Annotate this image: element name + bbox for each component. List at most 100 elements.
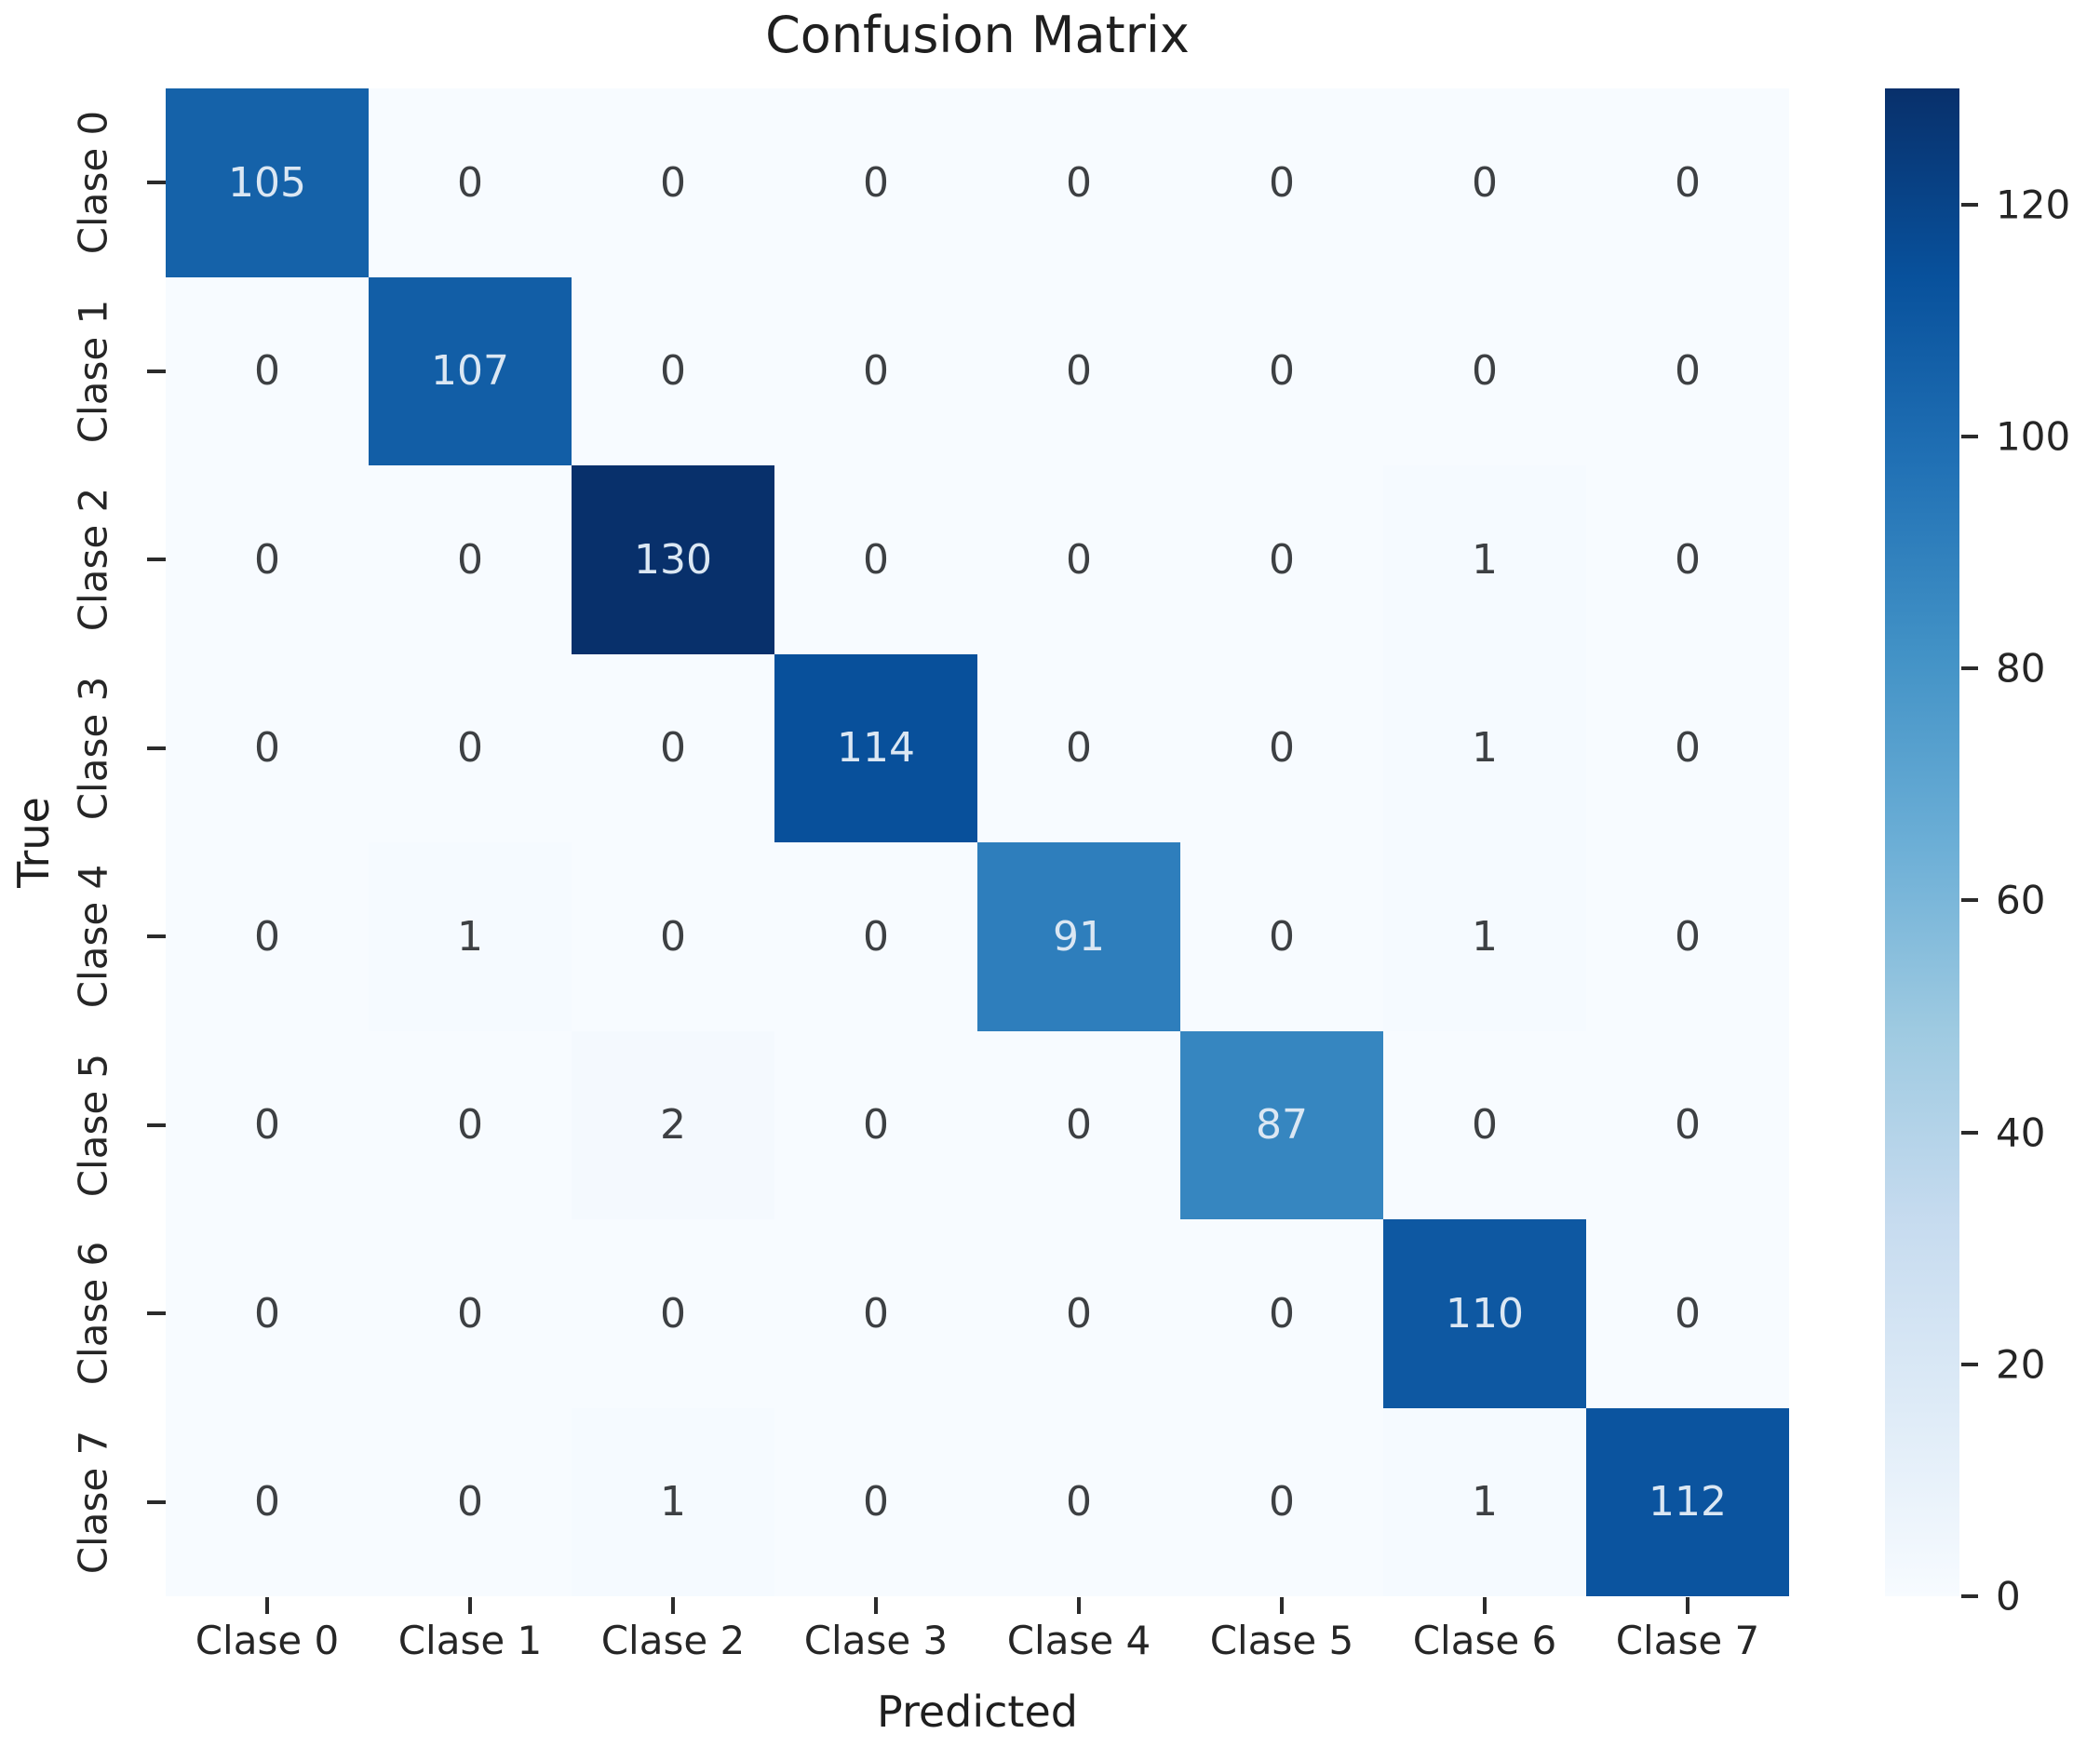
y-axis-label: True xyxy=(8,797,59,888)
heatmap-cell-r3-c5: 0 xyxy=(1180,653,1383,842)
heatmap-cell-r0-c2: 0 xyxy=(572,88,774,277)
heatmap-cell-r3-c0: 0 xyxy=(166,653,369,842)
heatmap-cell-r3-c6: 1 xyxy=(1383,653,1586,842)
heatmap-cell-r1-c1: 107 xyxy=(369,276,572,465)
heatmap-cell-r2-c3: 0 xyxy=(774,465,977,654)
x-tick-label-5: Clase 5 xyxy=(1209,1618,1354,1663)
colorbar xyxy=(1885,88,1959,1596)
heatmap-cell-r7-c1: 0 xyxy=(369,1407,572,1596)
y-tick-mark xyxy=(147,1499,166,1504)
heatmap-cell-r2-c7: 0 xyxy=(1586,465,1789,654)
colorbar-tick-label-80: 80 xyxy=(1996,645,2046,692)
heatmap-cell-r2-c1: 0 xyxy=(369,465,572,654)
heatmap-cell-r6-c7: 0 xyxy=(1586,1219,1789,1408)
heatmap-cell-r5-c3: 0 xyxy=(774,1030,977,1219)
heatmap-cell-r6-c3: 0 xyxy=(774,1219,977,1408)
y-tick-mark xyxy=(147,1122,166,1127)
heatmap-cell-r6-c2: 0 xyxy=(572,1219,774,1408)
heatmap-cell-r0-c7: 0 xyxy=(1586,88,1789,277)
heatmap-cell-r3-c4: 0 xyxy=(977,653,1180,842)
heatmap-cell-r6-c6: 110 xyxy=(1383,1219,1586,1408)
heatmap-cell-r7-c4: 0 xyxy=(977,1407,1180,1596)
y-tick-label-2: Clase 2 xyxy=(70,487,116,632)
heatmap-cell-r4-c6: 1 xyxy=(1383,842,1586,1031)
colorbar-tick-label-120: 120 xyxy=(1996,181,2071,228)
colorbar-tick-label-20: 20 xyxy=(1996,1341,2046,1388)
x-tick-mark xyxy=(874,1597,878,1614)
colorbar-tick-mark xyxy=(1961,434,1978,438)
colorbar-tick-mark xyxy=(1961,1362,1978,1366)
heatmap-cell-r3-c7: 0 xyxy=(1586,653,1789,842)
heatmap-cell-r2-c0: 0 xyxy=(166,465,369,654)
x-axis-label: Predicted xyxy=(877,1687,1078,1737)
heatmap-cell-r3-c3: 114 xyxy=(774,653,977,842)
heatmap-cell-r4-c3: 0 xyxy=(774,842,977,1031)
confusion-matrix-heatmap: 105 0 0 0 0 0 0 0 0 107 0 0 0 0 0 0 0 0 130 0 0 0 1 0 0 0 0 114 0 0 1 0… xyxy=(166,88,1789,1596)
x-tick-mark xyxy=(468,1597,472,1614)
x-tick-label-7: Clase 7 xyxy=(1615,1618,1760,1663)
colorbar-tick-mark xyxy=(1961,202,1978,207)
heatmap-cell-r0-c6: 0 xyxy=(1383,88,1586,277)
heatmap-cell-r4-c0: 0 xyxy=(166,842,369,1031)
colorbar-tick-mark xyxy=(1961,898,1978,903)
heatmap-cell-r0-c1: 0 xyxy=(369,88,572,277)
heatmap-cell-r5-c1: 0 xyxy=(369,1030,572,1219)
heatmap-cell-r0-c0: 105 xyxy=(166,88,369,277)
heatmap-cell-r2-c2: 130 xyxy=(572,465,774,654)
x-tick-label-0: Clase 0 xyxy=(195,1618,340,1663)
heatmap-cell-r3-c1: 0 xyxy=(369,653,572,842)
heatmap-cell-r1-c4: 0 xyxy=(977,276,1180,465)
heatmap-cell-r1-c3: 0 xyxy=(774,276,977,465)
x-tick-label-3: Clase 3 xyxy=(803,1618,949,1663)
x-tick-mark xyxy=(671,1597,675,1614)
heatmap-cell-r2-c4: 0 xyxy=(977,465,1180,654)
heatmap-cell-r4-c4: 91 xyxy=(977,842,1180,1031)
y-tick-label-0: Clase 0 xyxy=(70,110,116,255)
x-tick-mark xyxy=(1686,1597,1689,1614)
colorbar-tick-label-60: 60 xyxy=(1996,877,2046,923)
heatmap-cell-r6-c5: 0 xyxy=(1180,1219,1383,1408)
heatmap-cell-r5-c6: 0 xyxy=(1383,1030,1586,1219)
heatmap-cell-r6-c4: 0 xyxy=(977,1219,1180,1408)
heatmap-cell-r4-c5: 0 xyxy=(1180,842,1383,1031)
heatmap-cell-r7-c2: 1 xyxy=(572,1407,774,1596)
heatmap-cell-r5-c2: 2 xyxy=(572,1030,774,1219)
heatmap-cell-r4-c2: 0 xyxy=(572,842,774,1031)
heatmap-cell-r7-c0: 0 xyxy=(166,1407,369,1596)
heatmap-cell-r1-c2: 0 xyxy=(572,276,774,465)
colorbar-tick-mark xyxy=(1961,666,1978,671)
x-tick-mark xyxy=(1077,1597,1081,1614)
heatmap-cell-r0-c4: 0 xyxy=(977,88,1180,277)
heatmap-cell-r2-c6: 1 xyxy=(1383,465,1586,654)
heatmap-cell-r4-c1: 1 xyxy=(369,842,572,1031)
heatmap-cell-r0-c3: 0 xyxy=(774,88,977,277)
y-tick-label-7: Clase 7 xyxy=(70,1430,116,1575)
heatmap-cell-r5-c0: 0 xyxy=(166,1030,369,1219)
colorbar-tick-mark xyxy=(1961,1594,1978,1598)
colorbar-tick-label-0: 0 xyxy=(1996,1573,2021,1620)
heatmap-cell-r5-c7: 0 xyxy=(1586,1030,1789,1219)
heatmap-cell-r5-c5: 87 xyxy=(1180,1030,1383,1219)
y-tick-mark xyxy=(147,558,166,562)
x-tick-mark xyxy=(1483,1597,1487,1614)
heatmap-cell-r1-c6: 0 xyxy=(1383,276,1586,465)
chart-title: Confusion Matrix xyxy=(765,6,1190,64)
heatmap-cell-r6-c1: 0 xyxy=(369,1219,572,1408)
y-tick-label-3: Clase 3 xyxy=(70,676,116,821)
x-tick-label-6: Clase 6 xyxy=(1412,1618,1557,1663)
x-tick-label-1: Clase 1 xyxy=(397,1618,543,1663)
heatmap-cell-r1-c7: 0 xyxy=(1586,276,1789,465)
x-tick-mark xyxy=(1280,1597,1284,1614)
heatmap-cell-r7-c3: 0 xyxy=(774,1407,977,1596)
heatmap-cell-r3-c2: 0 xyxy=(572,653,774,842)
y-tick-mark xyxy=(147,934,166,939)
heatmap-cell-r7-c6: 1 xyxy=(1383,1407,1586,1596)
y-tick-mark xyxy=(147,369,166,373)
y-tick-label-5: Clase 5 xyxy=(70,1053,116,1198)
y-tick-mark xyxy=(147,746,166,750)
x-tick-mark xyxy=(265,1597,269,1614)
heatmap-cell-r2-c5: 0 xyxy=(1180,465,1383,654)
x-tick-label-2: Clase 2 xyxy=(600,1618,746,1663)
colorbar-tick-label-100: 100 xyxy=(1996,413,2071,460)
y-tick-label-6: Clase 6 xyxy=(70,1241,116,1386)
